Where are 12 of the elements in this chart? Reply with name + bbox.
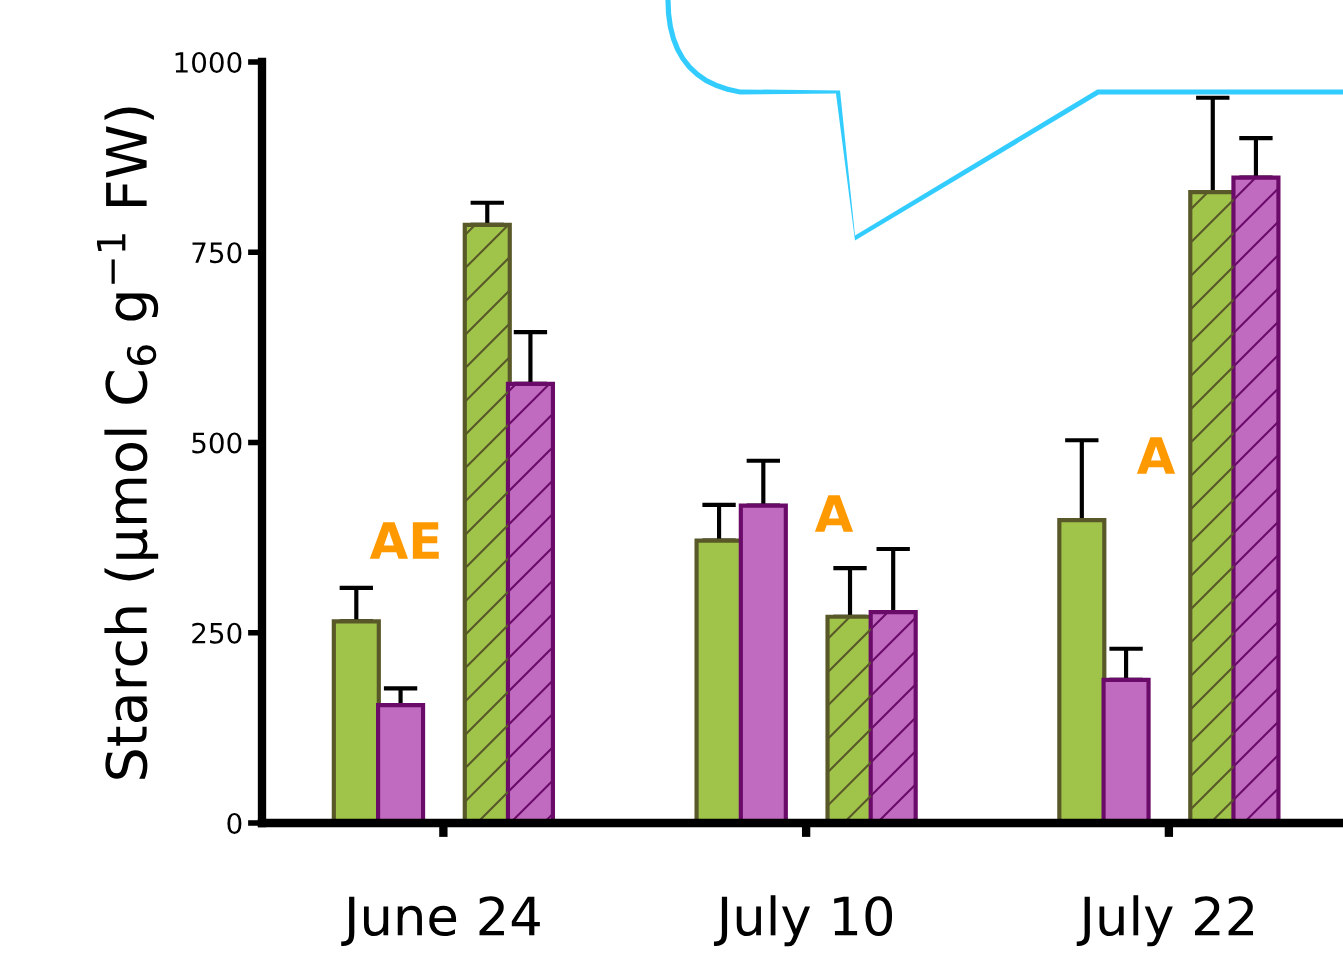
x-tick-label: July 10: [713, 895, 893, 947]
annotation: AE: [369, 522, 439, 559]
y-tick-label: 250: [192, 622, 242, 644]
x-tick-label: July 22: [1076, 895, 1254, 947]
x-tick-label: June 24: [341, 896, 540, 946]
y-tick-label: 1000: [175, 51, 242, 73]
y-tick-label: 0: [227, 812, 242, 834]
annotation: A: [1136, 437, 1176, 474]
y-axis-title: Starch (µmol C$_{6}$ g$^{−1}$ FW): [97, 107, 159, 779]
y-tick-label: 500: [192, 432, 242, 454]
annotation: A: [814, 495, 854, 532]
y-tick-label: 750: [192, 242, 242, 264]
